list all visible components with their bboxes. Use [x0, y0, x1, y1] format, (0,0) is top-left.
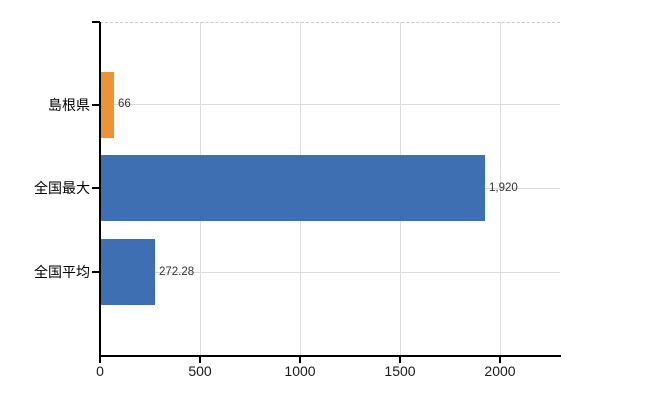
axis-top-tick [92, 21, 100, 23]
category-label-2: 全国平均 [34, 264, 90, 280]
y-axis-line [99, 22, 101, 357]
value-label-0: 66 [118, 98, 131, 110]
category-tick-1 [92, 187, 100, 189]
x-tick-label-2: 1000 [284, 363, 316, 379]
x-tick-1 [199, 357, 201, 363]
category-tick-0 [92, 103, 100, 106]
x-tick-0 [99, 357, 101, 363]
horizontal-gridline [100, 104, 560, 105]
category-label-1: 全国最大 [34, 180, 90, 196]
x-tick-label-4: 2000 [484, 363, 516, 379]
value-label-2: 272.28 [159, 265, 195, 278]
bar-0 [101, 71, 114, 138]
x-tick-label-3: 1500 [384, 363, 416, 379]
x-tick-4 [499, 357, 501, 363]
x-tick-3 [399, 357, 401, 363]
horizontal-gridline [100, 271, 560, 273]
vertical-gridline [499, 22, 501, 355]
x-tick-label-1: 500 [188, 363, 212, 379]
category-label-0: 島根県 [48, 96, 90, 113]
value-label-1: 1,920 [489, 181, 518, 194]
bar-2 [101, 239, 155, 305]
x-tick-label-0: 0 [96, 363, 104, 379]
category-tick-2 [92, 271, 100, 273]
plot-top-border [100, 22, 560, 23]
x-tick-2 [299, 357, 301, 363]
x-axis-line [99, 355, 561, 357]
bar-1 [101, 155, 485, 221]
